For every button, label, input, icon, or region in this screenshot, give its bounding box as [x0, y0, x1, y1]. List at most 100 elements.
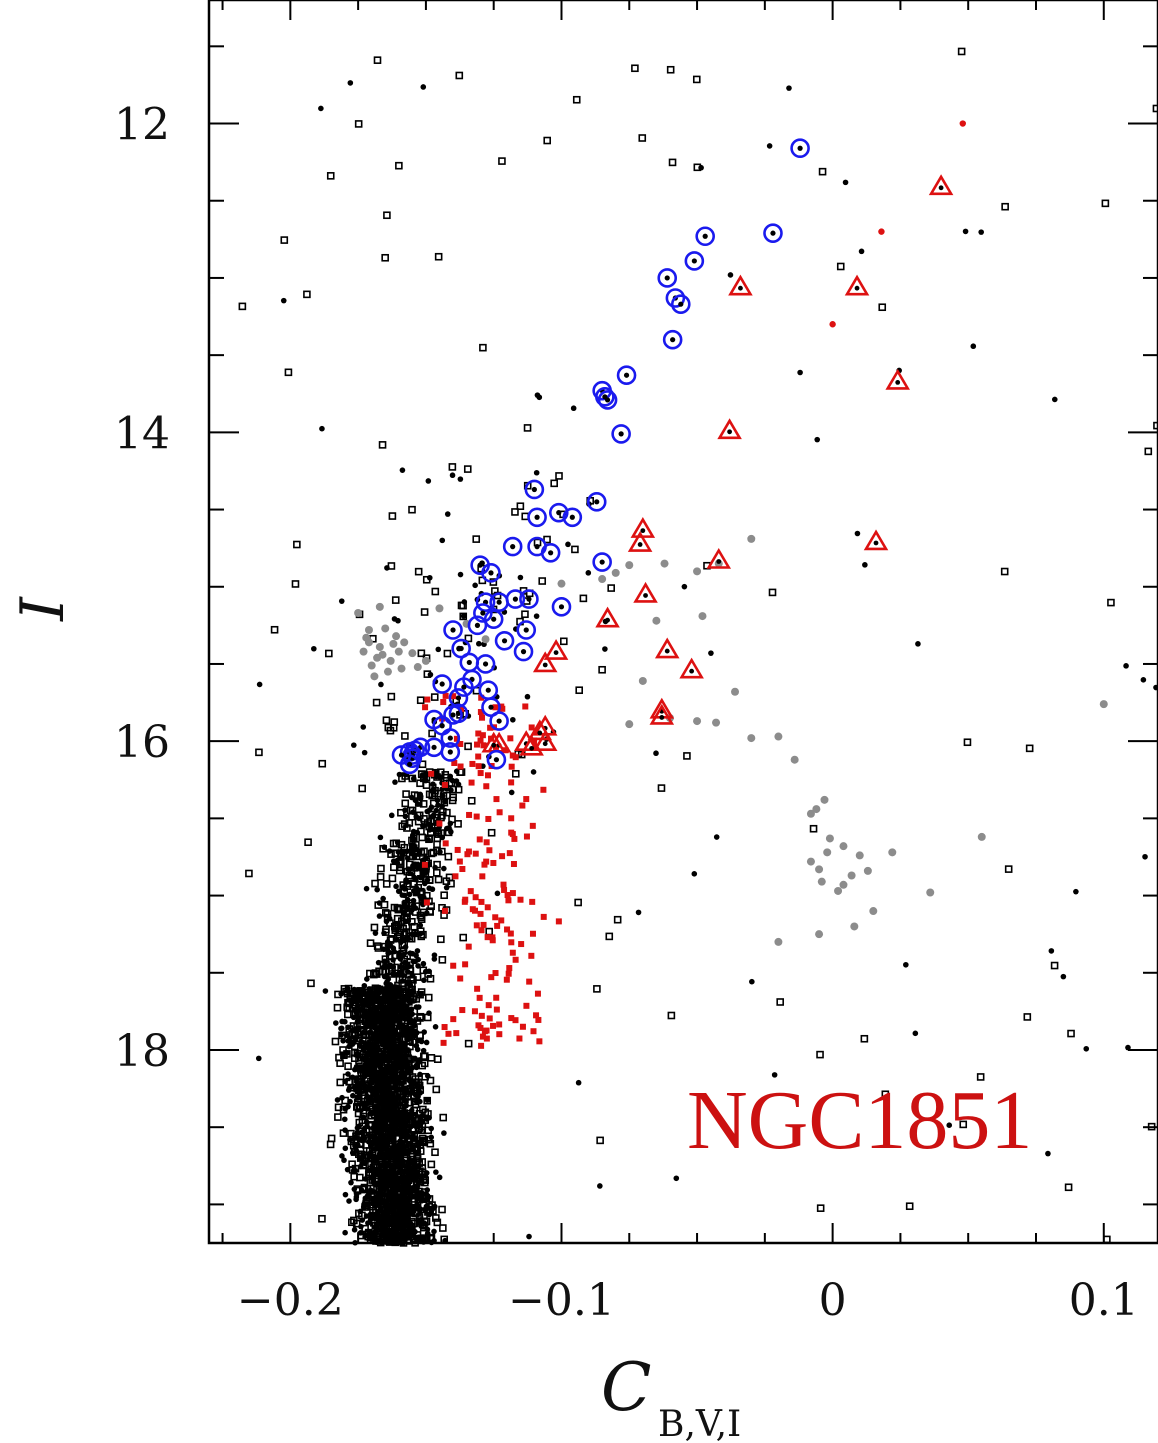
black-star	[419, 772, 426, 778]
black-star	[377, 1132, 385, 1141]
black-star	[370, 1188, 377, 1195]
black-star	[382, 1037, 390, 1046]
black-star	[404, 1232, 411, 1238]
gray-star	[364, 625, 373, 634]
black-star	[402, 1111, 410, 1120]
black-star	[387, 1021, 396, 1029]
blue-circled-star	[448, 688, 469, 708]
black-star	[397, 1231, 404, 1238]
black-star	[371, 1050, 379, 1058]
black-star	[426, 807, 433, 813]
black-star	[397, 963, 404, 970]
black-star	[409, 1064, 416, 1071]
gray-star	[386, 656, 395, 665]
black-star	[394, 1207, 402, 1216]
black-star	[347, 1136, 353, 1143]
red-star	[508, 829, 515, 836]
red-star	[485, 1002, 492, 1009]
red-star	[529, 822, 536, 829]
red-star	[492, 704, 499, 711]
black-star	[438, 1205, 446, 1214]
black-star	[399, 1088, 407, 1096]
red-star	[493, 994, 500, 1001]
black-star	[377, 1140, 384, 1147]
black-star	[386, 1041, 393, 1048]
red-triangle-star-center	[491, 742, 497, 748]
black-star	[429, 799, 438, 808]
black-star	[903, 961, 909, 968]
red-star	[509, 949, 516, 956]
black-star	[631, 64, 639, 73]
red-star	[477, 737, 484, 744]
blue-circled-star	[489, 711, 509, 731]
red-star	[480, 742, 487, 749]
black-star	[862, 562, 868, 568]
black-star	[382, 716, 391, 725]
black-star	[340, 1037, 346, 1044]
red-triangle-star-center	[529, 745, 535, 751]
blue-circled-star	[483, 609, 504, 629]
gray-star	[381, 624, 390, 633]
red-star	[492, 743, 499, 750]
black-star	[472, 535, 481, 543]
black-star	[408, 1081, 415, 1088]
red-star	[483, 783, 490, 790]
black-star	[386, 1216, 394, 1225]
black-star	[472, 582, 478, 589]
blue-circled-star-center	[447, 749, 453, 755]
black-star	[508, 789, 515, 796]
red-star	[534, 990, 541, 997]
black-star	[404, 855, 411, 862]
blue-circled-star-center	[526, 596, 532, 602]
red-triangle-star	[844, 274, 870, 296]
blue-circled-star-center	[594, 499, 600, 505]
red-triangle-star	[595, 606, 620, 628]
black-star	[404, 988, 411, 995]
y-axis-title: I	[8, 596, 78, 622]
black-star	[345, 1103, 351, 1110]
gray-star	[850, 922, 859, 931]
black-star	[422, 1206, 428, 1213]
gray-star	[693, 567, 702, 576]
black-star	[391, 1077, 398, 1083]
black-star	[417, 1090, 424, 1096]
red-triangle-star-center	[727, 429, 732, 435]
black-star	[1107, 598, 1115, 607]
gray-star	[435, 604, 444, 613]
x-tick-label: 0	[819, 1275, 847, 1326]
black-star	[410, 888, 417, 894]
red-star	[458, 706, 465, 713]
black-star	[776, 998, 784, 1006]
black-star	[406, 891, 413, 898]
black-star	[331, 1037, 340, 1046]
black-star	[416, 696, 425, 705]
black-star	[383, 211, 391, 220]
gray-star	[367, 661, 376, 670]
black-star	[427, 1233, 436, 1242]
black-star	[342, 987, 350, 996]
red-star	[484, 934, 491, 941]
black-star	[395, 1195, 404, 1204]
y-tick-label: 18	[114, 1026, 170, 1077]
black-star	[402, 964, 409, 971]
blue-circled-star-center	[461, 684, 467, 690]
black-star	[439, 1224, 447, 1232]
black-star	[370, 1198, 379, 1207]
gray-star	[383, 667, 392, 676]
black-star	[403, 1008, 410, 1015]
black-star	[334, 1097, 341, 1103]
red-star	[478, 694, 485, 701]
red-star	[472, 894, 479, 901]
blue-circled-star-center	[458, 645, 464, 652]
black-star	[433, 807, 440, 814]
black-star	[424, 993, 433, 1002]
red-star	[459, 1007, 466, 1014]
black-star	[708, 650, 714, 656]
red-star	[477, 1024, 484, 1031]
blue-circled-star-center	[523, 627, 529, 633]
blue-circled-star-center	[623, 372, 630, 378]
black-star	[420, 960, 427, 967]
black-star	[387, 562, 396, 570]
black-star	[402, 944, 409, 950]
black-star	[382, 1084, 389, 1091]
